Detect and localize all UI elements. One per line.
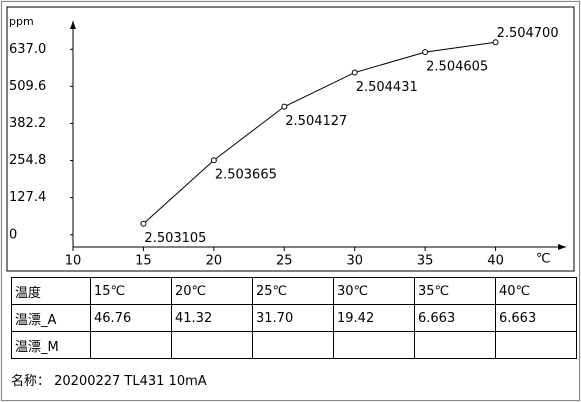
table-cell: 19.42	[333, 304, 415, 332]
point-label: 2.504700	[497, 26, 559, 41]
table-cell: 35℃	[414, 277, 496, 305]
x-tick-label: 40	[487, 254, 504, 269]
y-axis-label: ppm	[9, 15, 34, 28]
table-cell: 41.32	[171, 304, 253, 332]
y-tick-label: 0	[9, 227, 17, 242]
y-tick-label: 254.8	[9, 153, 46, 168]
x-tick-label: 15	[135, 254, 152, 269]
point-label: 2.503105	[144, 231, 206, 246]
table-cell	[333, 331, 415, 359]
table-cell: 6.663	[414, 304, 496, 332]
x-axis-label: ℃	[536, 252, 551, 267]
chart: ppm ℃ 0 127.4 254.8 382.2 509.6 637.0 10 15 20 25 3…	[6, 6, 575, 272]
x-tick-label: 35	[417, 254, 434, 269]
point	[281, 103, 288, 110]
y-tick-label: 382.2	[9, 116, 46, 131]
footer: 名称： 20200227 TL431 10mA	[11, 374, 207, 389]
table-cell: 温漂_A	[11, 304, 91, 332]
table-cell: 温度	[11, 277, 91, 305]
x-tick-label: 25	[276, 254, 293, 269]
table-cell: 20℃	[171, 277, 253, 305]
table-cell	[90, 331, 172, 359]
x-tick-label: 20	[206, 254, 223, 269]
table-cell: 15℃	[90, 277, 172, 305]
point	[422, 49, 429, 56]
table-cell	[252, 331, 334, 359]
point	[140, 220, 147, 227]
table-cell: 46.76	[90, 304, 172, 332]
y-tick-label: 637.0	[9, 42, 46, 57]
table-cell: 25℃	[252, 277, 334, 305]
point-label: 2.504605	[426, 60, 488, 75]
table-cell: 6.663	[495, 304, 577, 332]
table-cell: 温漂_M	[11, 331, 91, 359]
x-axis-arrow	[558, 244, 566, 250]
point	[492, 39, 499, 46]
table-cell	[171, 331, 253, 359]
y-tick-label: 509.6	[9, 79, 46, 94]
line	[143, 41, 496, 225]
y-tick-label: 127.4	[9, 190, 46, 205]
table-row: 温漂_A 46.76 41.32 31.70 19.42 6.663 6.663	[11, 304, 577, 332]
y-axis-arrow	[70, 21, 76, 29]
table-cell	[414, 331, 496, 359]
point-label: 2.503665	[215, 168, 277, 183]
data-table: 温度 15℃ 20℃ 25℃ 30℃ 35℃ 40℃ 温漂_A 46.76 41.32 31.70 1…	[11, 277, 577, 359]
table-row: 温度 15℃ 20℃ 25℃ 30℃ 35℃ 40℃	[11, 277, 577, 305]
table-cell	[495, 331, 577, 359]
table-row: 温漂_M	[11, 331, 577, 359]
table-cell: 40℃	[495, 277, 577, 305]
table-cell: 30℃	[333, 277, 415, 305]
x-tick-label: 30	[346, 254, 363, 269]
chart-border	[6, 6, 575, 272]
point-label: 2.504127	[285, 114, 347, 129]
point-label: 2.504431	[356, 80, 418, 95]
x-tick-label: 10	[65, 254, 82, 269]
point	[210, 157, 217, 164]
point	[351, 69, 358, 76]
table-cell: 31.70	[252, 304, 334, 332]
